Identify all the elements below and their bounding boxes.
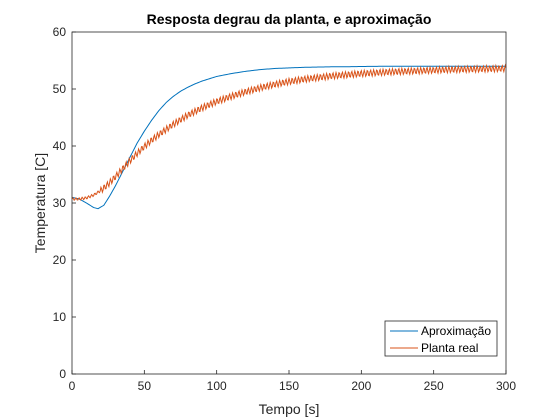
x-tick-label: 50 <box>138 379 152 393</box>
x-tick-label: 250 <box>424 379 444 393</box>
y-tick-label: 10 <box>53 310 67 324</box>
y-tick-label: 50 <box>53 82 67 96</box>
x-tick-label: 200 <box>351 379 371 393</box>
lines-layer <box>71 63 507 210</box>
series-line-planta-real <box>71 63 507 201</box>
y-tick-label: 60 <box>53 25 67 39</box>
legend-box <box>384 320 498 357</box>
y-tick-label: 40 <box>53 139 67 153</box>
x-tick-label: 0 <box>69 379 76 393</box>
x-axis-label: Tempo [s] <box>259 401 320 417</box>
legend-label-planta-real: Planta real <box>421 341 478 355</box>
x-tick-label: 150 <box>279 379 299 393</box>
y-tick-label: 30 <box>53 196 67 210</box>
x-tick-label: 300 <box>496 379 516 393</box>
y-tick-label: 20 <box>53 253 67 267</box>
legend: Aproximação Planta real <box>384 320 498 357</box>
x-tick-label: 100 <box>207 379 227 393</box>
series-line-aproximacao <box>71 65 506 210</box>
legend-label-aproximacao: Aproximação <box>421 324 491 338</box>
y-tick-label: 0 <box>59 367 66 381</box>
y-axis-label: Temperatura [C] <box>32 153 48 253</box>
chart-title: Resposta degrau da planta, e aproximação <box>147 11 432 27</box>
ticks-layer: 0 50 100 150 200 250 300 0 10 20 30 40 50 60 <box>53 25 517 393</box>
